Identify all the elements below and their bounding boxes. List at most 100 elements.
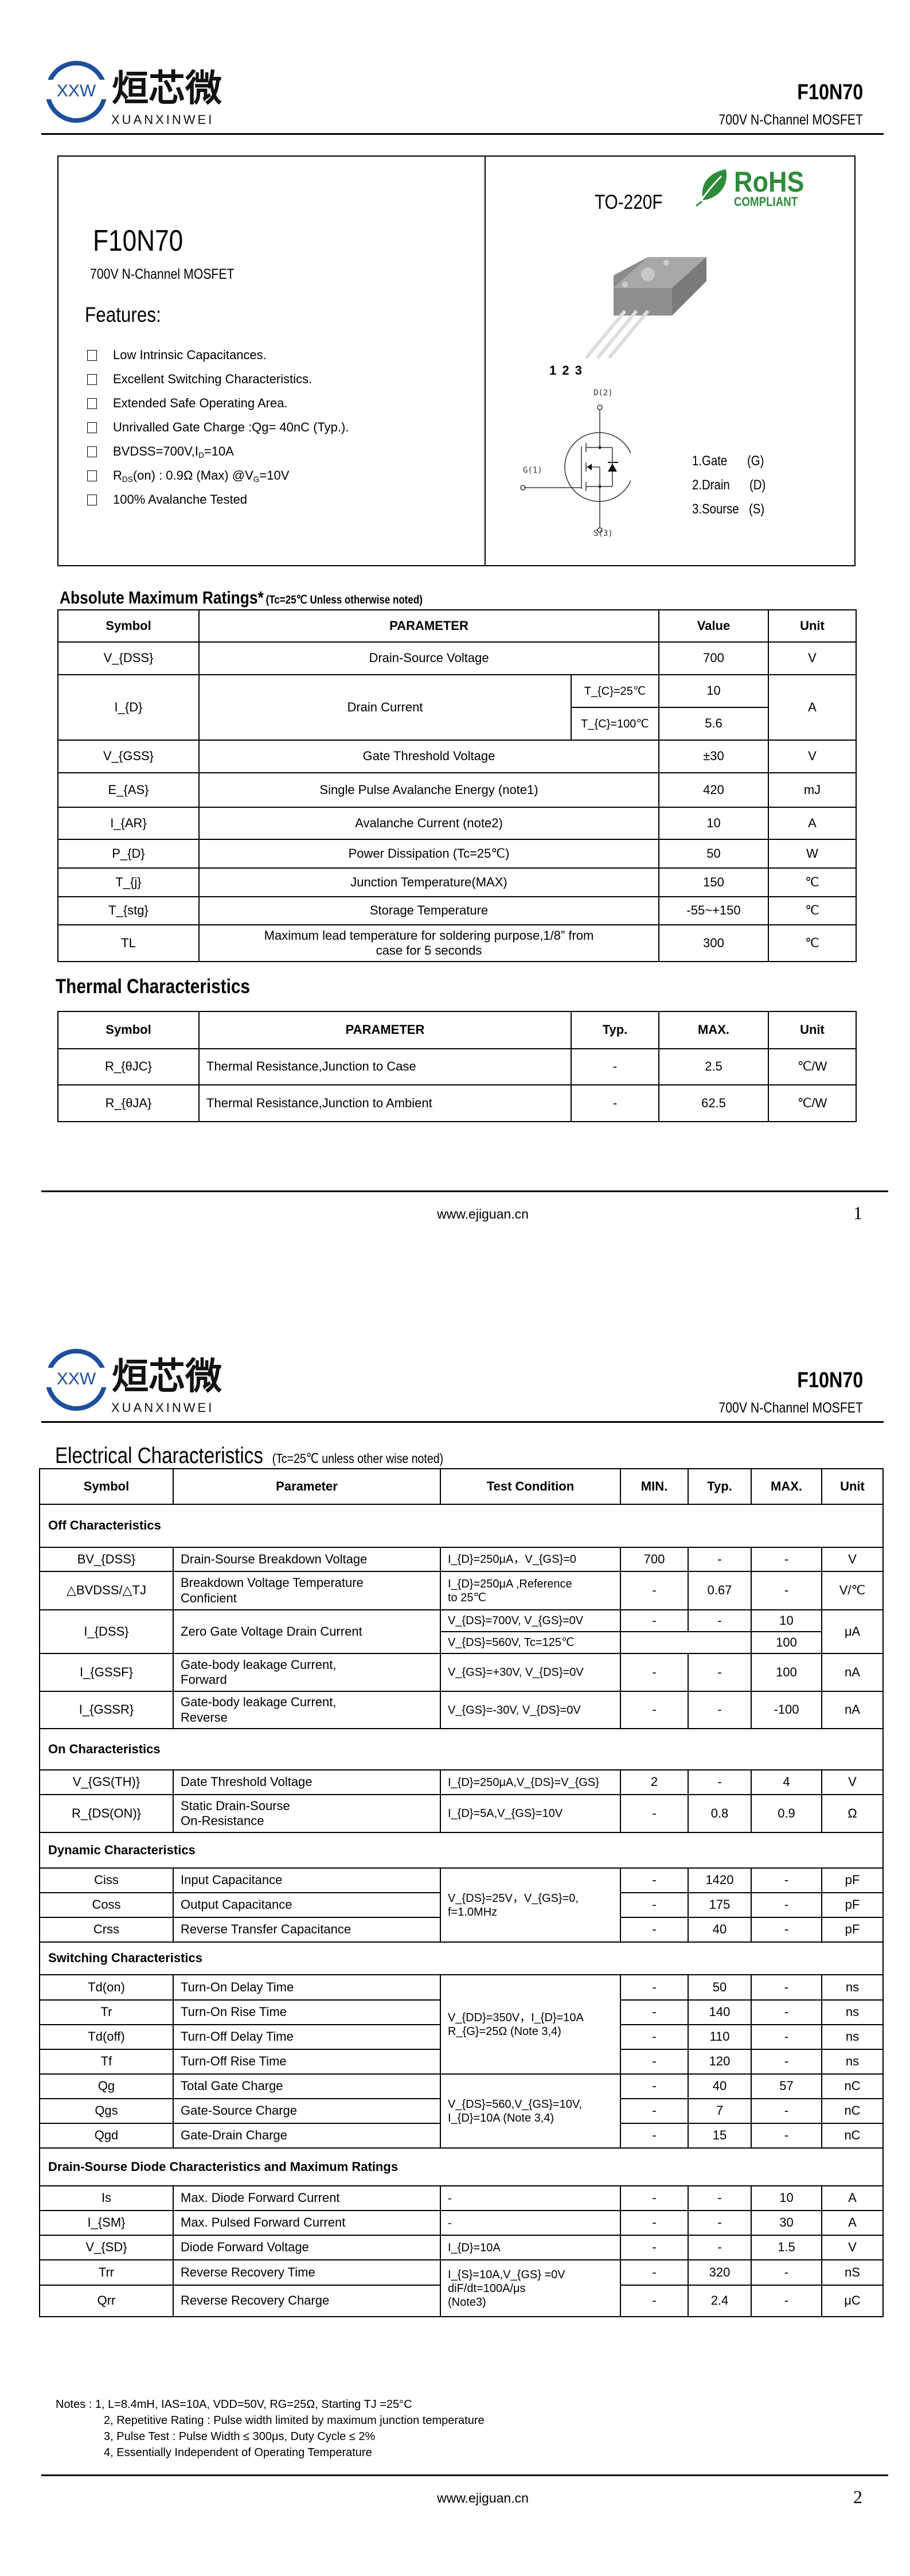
table-header-row: Symbol PARAMETER Typ. MAX. Unit [57,1011,857,1049]
header-divider [41,133,884,135]
table-row: V_{DSS} Drain-Source Voltage 700 V [57,641,857,675]
max-cell: - [751,1974,822,2001]
max-cell: 10 [751,2185,822,2211]
unit-cell: mJ [768,772,857,808]
overview-subtitle: 700V N-Channel MOSFET [90,266,235,282]
max-cell: - [751,1867,822,1893]
header-symbol: Symbol [57,609,200,643]
table-row: I_{SM} Max. Pulsed Forward Current - - -30 A [39,2210,884,2236]
condition-cell: I_{D}=250μA,V_{DS}=V_{GS} [440,1769,621,1795]
page-number: 2 [853,2486,862,2507]
footer-url[interactable]: www.ejiguan.cn [0,1207,910,1222]
parameter-cell: Gate-Drain Charge [173,2123,441,2149]
unit-cell: A [821,2185,884,2211]
unit-cell: ns [821,1999,884,2025]
symbol-cell: △BVDSS/△TJ [39,1571,174,1610]
typ-cell: 40 [688,1917,752,1943]
parameter-cell: Turn-Off Delay Time [173,2024,441,2050]
unit-cell: nC [821,2123,884,2149]
condition-cell: I_{D}=5A,V_{GS}=10V [440,1794,621,1833]
table-row: V_{DS}=560V, Tc=125℃ 100 [40,1631,883,1654]
max-cell: 30 [751,2210,822,2236]
parameter-cell: Drain Current [198,674,572,741]
symbol-cell: P_{D} [57,839,200,869]
section-row: On Characteristics [39,1728,884,1770]
sym-cell: R_{θJC} [57,1048,200,1085]
symbol-cell: Qgd [39,2123,174,2149]
symbol-cell: Tf [39,2049,174,2075]
parameter-cell: Reverse Recovery Charge [173,2285,441,2317]
symbol-cell: T_{stg} [57,896,200,925]
symbol-cell: I_{DSS} [39,1609,174,1654]
unit-cell: nA [821,1653,884,1692]
parameter-cell: Zero Gate Voltage Drain Current [173,1609,441,1654]
feature-item: Excellent Switching Characteristics. [87,372,312,387]
table-row: Trr Reverse Recovery Time I_{S}=10A,V_{GS}… [39,2259,884,2317]
unit-cell: V [821,2235,884,2260]
max-cell: -100 [751,1691,822,1729]
pin-code: (S) [749,501,765,517]
symbol-cell: V_{GSS} [57,740,200,773]
symbol-cell: Is [39,2185,174,2211]
parameter-cell: Input Capacitance [173,1867,441,1893]
footer-url-text[interactable]: www.ejiguan.cn [437,1207,529,1221]
unit-cell: A [821,2210,884,2236]
table-header-row: Symbol PARAMETER Value Unit [57,609,857,643]
typ-cell: 2.4 [688,2285,752,2317]
parameter-cell: Breakdown Voltage Temperature Conficient [173,1571,441,1610]
typ-cell: - [571,1084,659,1122]
min-cell: 2 [620,1769,689,1795]
table-row: BV_{DSS} Drain-Sourse Breakdown Voltage I_… [39,1547,884,1572]
typ-cell: - [688,2235,752,2260]
header-value: Value [658,609,769,643]
condition-cell: I_{D}=250μA ,Reference to 25℃ [440,1571,621,1610]
notes: Notes : 1, L=8.4mH, IAS=10A, VDD=50V, RG… [56,2396,485,2461]
table-row: Coss Output Capacitance -175- pF [39,1892,884,1918]
max-cell: - [751,2285,822,2317]
table-row: Td(off) Turn-Off Delay Time -110- ns [39,2024,884,2050]
feature-item: 100% Avalanche Tested [87,492,247,507]
table-row: I_{AR} Avalanche Current (note2) 10 A [57,807,857,840]
note-line: 4, Essentially Independent of Operating … [104,2446,372,2459]
max-cell: 0.9 [751,1794,822,1833]
company-name-cn: 烜芯微 [112,68,222,109]
table-row: I_{GSSF} Gate-body leakage Current, Forwa… [39,1653,884,1692]
rohs-title: RoHS [734,166,804,198]
typ-cell: 0.8 [688,1794,752,1833]
feature-item: BVDSS=700V,ID=10A [87,444,234,459]
footer-url-text[interactable]: www.ejiguan.cn [437,2491,529,2505]
symbol-cell: Td(on) [39,1974,174,2001]
typ-cell: 110 [688,2024,752,2050]
checkbox-icon [87,470,97,481]
condition-cell: - [440,2185,621,2211]
max-cell: 100 [751,1631,822,1654]
header-sym: Symbol [39,1468,174,1505]
footer-url[interactable]: www.ejiguan.cn [0,2491,910,2506]
min-cell: - [620,2098,689,2124]
parameter-cell: Date Threshold Voltage [173,1769,441,1795]
min-cell: - [620,1691,689,1729]
feature-text: Excellent Switching Characteristics. [113,372,313,386]
footer-divider [41,2474,888,2476]
param-cell: Thermal Resistance,Junction to Ambient [198,1084,572,1122]
note-line: 2, Repetitive Rating : Pulse width limit… [104,2414,485,2427]
value-cell: 150 [658,867,769,897]
header-parameter: PARAMETER [198,609,659,643]
min-cell: - [620,1653,689,1692]
electrical-table: Symbol Parameter Test Condition MIN. Typ. MAX… [39,1468,884,2317]
overview-box-divider [485,155,486,566]
table-row: Ciss Input Capacitance V_{DS}=25V，V_{GS}=0… [39,1867,884,1943]
header-unit: Unit [768,1011,857,1049]
header-cond: Test Condition [440,1468,621,1505]
unit-cell: ℃ [768,924,857,962]
checkbox-icon [87,349,97,361]
parameter-cell: Drain-Sourse Breakdown Voltage [173,1547,441,1572]
parameter-cell: Output Capacitance [173,1892,441,1918]
rohs-subtitle: COMPLIANT [734,194,798,209]
max-cell: - [751,2259,822,2286]
symbol-cell: Td(off) [39,2024,174,2050]
schematic-drain-label: D(2) [593,388,613,398]
svg-text:XUANXINWEI: XUANXINWEI [111,112,214,126]
parameter-cell: Maximum lead temperature for soldering p… [198,924,659,962]
max-cell: - [751,1917,822,1943]
